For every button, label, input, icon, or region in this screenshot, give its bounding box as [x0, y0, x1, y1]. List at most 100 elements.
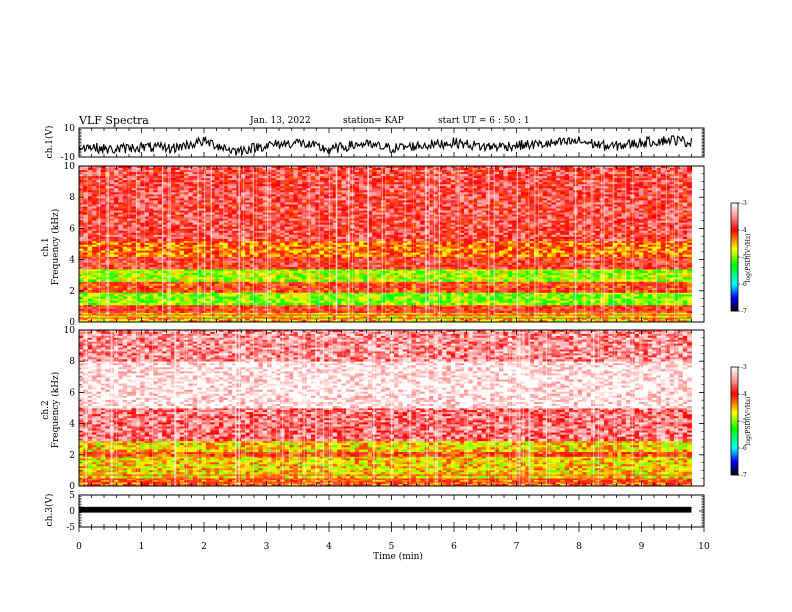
spectrogram-cell — [140, 303, 145, 305]
spectrogram-cell — [547, 290, 552, 293]
spectrogram-cell — [245, 290, 250, 293]
spectrogram-cell — [525, 303, 530, 305]
spectrogram-cell — [381, 290, 386, 293]
spectrogram-cell — [398, 290, 403, 293]
spectrogram-cell — [359, 290, 364, 293]
spectrogram-cell — [595, 303, 600, 305]
spectrogram-cell — [678, 303, 683, 305]
spectrogram-cell — [552, 303, 557, 305]
spectrogram-cell — [219, 303, 224, 305]
spectrogram-cell — [661, 290, 666, 293]
spectrogram-cell — [538, 290, 543, 293]
spectrogram-cell — [359, 303, 364, 305]
spectrogram-cell — [118, 290, 123, 293]
spectrogram-cell — [447, 290, 452, 293]
spectrogram-cell — [416, 290, 421, 293]
spectrogram-cell — [228, 290, 233, 293]
spectrogram-cell — [311, 303, 316, 305]
spectrogram-cell — [175, 290, 180, 293]
spectrogram-cell — [180, 290, 185, 293]
spectrogram-cell — [468, 303, 473, 305]
spectrogram-cell — [324, 290, 329, 293]
spectrogram-cell — [556, 303, 561, 305]
spectrogram-cell — [311, 290, 316, 293]
spectrogram-cell — [377, 303, 382, 305]
spectrogram-cell — [643, 290, 648, 293]
spectrogram-cell — [477, 303, 482, 305]
spectrogram-cell — [280, 290, 285, 293]
spectrogram-cell — [530, 303, 535, 305]
spectrogram-cell — [298, 290, 303, 293]
spectrogram-cell — [206, 303, 211, 305]
spectrogram-cell — [657, 290, 662, 293]
spectrogram-cell — [438, 290, 443, 293]
spectrogram-cell — [258, 290, 263, 293]
spectrogram-cell — [355, 290, 360, 293]
spectrogram-cell — [521, 303, 526, 305]
spectrogram-cell — [595, 290, 600, 293]
spectrogram-cell — [145, 290, 150, 293]
spectrogram-cell — [193, 290, 198, 293]
spectrogram-cell — [280, 303, 285, 305]
spectrogram-cell — [608, 290, 613, 293]
spectrogram-cell — [578, 290, 583, 293]
spectrogram-cell — [110, 290, 115, 293]
spectrogram-cell — [670, 303, 675, 305]
spectrogram-cell — [158, 303, 163, 305]
spectrogram-cell — [464, 303, 469, 305]
spectrogram-cell — [232, 290, 237, 293]
spectrogram-cell — [390, 303, 395, 305]
spectrogram-cell — [512, 290, 517, 293]
spectrogram-cell — [521, 290, 526, 293]
spectrogram-cell — [451, 303, 456, 305]
spectrogram-cell — [495, 303, 500, 305]
spectrogram-cell — [372, 290, 377, 293]
spectrogram-cell — [407, 303, 412, 305]
spectrogram-cell — [289, 290, 294, 293]
spectrogram-cell — [499, 290, 504, 293]
spectrogram-cell — [272, 303, 277, 305]
spectrogram-cell — [276, 290, 281, 293]
spectrogram-cell — [88, 290, 93, 293]
spectrogram-cell — [153, 290, 158, 293]
spectrogram-cell — [420, 290, 425, 293]
spectrogram-cell — [171, 303, 176, 305]
spectrogram-cell — [101, 303, 106, 305]
spectrogram-cell — [416, 303, 421, 305]
spectrogram-cell — [140, 290, 145, 293]
spectrogram-cell — [407, 290, 412, 293]
spectrogram-cell — [206, 290, 211, 293]
spectrogram-cell — [92, 303, 97, 305]
spectrogram-cell — [202, 290, 207, 293]
spectrogram-cell — [202, 303, 207, 305]
spectrogram-cell — [276, 303, 281, 305]
spectrogram-cell — [285, 290, 290, 293]
spectrogram-cell — [114, 290, 119, 293]
spectrogram-cell — [158, 290, 163, 293]
spectrogram-cell — [530, 290, 535, 293]
spectrogram-cell — [639, 290, 644, 293]
spectrogram-cell — [442, 290, 447, 293]
spectrogram-cell — [381, 303, 386, 305]
spectrogram-cell — [171, 290, 176, 293]
spectrogram-cell — [232, 303, 237, 305]
spectrogram-cell — [617, 303, 622, 305]
spectrogram-cell — [149, 290, 154, 293]
spectrogram-cell — [652, 290, 657, 293]
spectrogram-cell — [560, 290, 565, 293]
spectrogram-cell — [114, 303, 119, 305]
spectrogram-cell — [289, 303, 294, 305]
spectrogram-cell — [394, 303, 399, 305]
spectrogram-cell — [412, 290, 417, 293]
spectrogram-cell — [372, 303, 377, 305]
spectrogram-cell — [538, 303, 543, 305]
ch1-spectrogram-heatmap — [79, 166, 692, 322]
spectrogram-cell — [175, 303, 180, 305]
spectrogram-cell — [495, 290, 500, 293]
spectrogram-cell — [635, 303, 640, 305]
spectrogram-cell — [683, 303, 688, 305]
spectrogram-cell — [687, 303, 692, 305]
spectrogram-cell — [433, 303, 438, 305]
spectrogram-cell — [547, 303, 552, 305]
spectrogram-cell — [451, 290, 456, 293]
